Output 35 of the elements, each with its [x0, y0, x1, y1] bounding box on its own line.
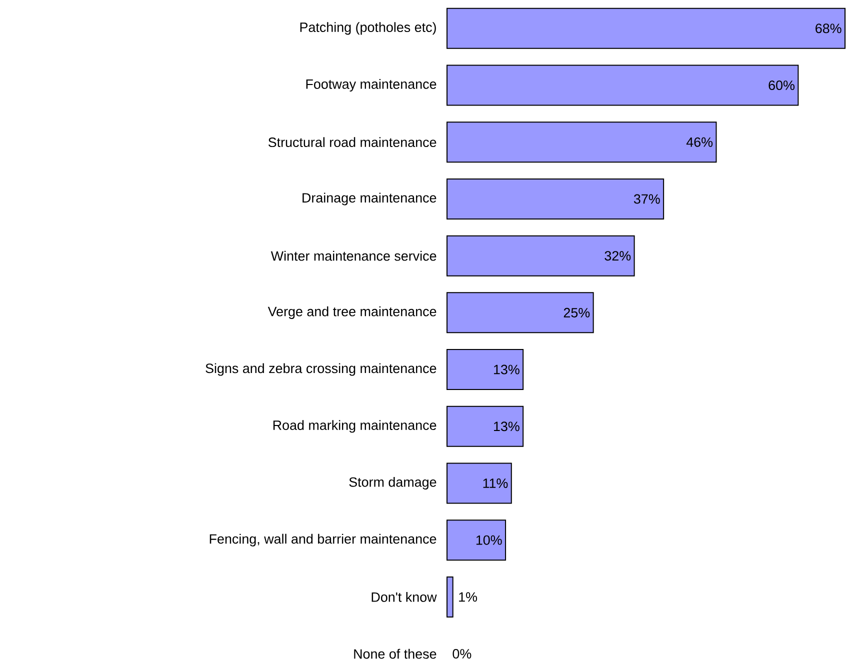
data-label: 13%	[494, 422, 520, 432]
data-label: 10%	[476, 535, 502, 545]
data-label: 37%	[634, 194, 660, 204]
bar	[446, 64, 799, 106]
bar	[446, 406, 524, 447]
y-tick-label: Winter maintenance service	[270, 250, 436, 261]
bar	[446, 462, 512, 504]
y-tick-label: Patching (potholes etc)	[300, 22, 436, 35]
y-tick-label: Road marking maintenance	[273, 420, 436, 433]
bar	[446, 235, 635, 276]
data-label: 11%	[483, 478, 508, 488]
data-label: 1%	[459, 592, 478, 602]
y-tick-label: Storm damage	[349, 476, 436, 490]
bar	[446, 122, 717, 163]
bar	[446, 520, 506, 561]
data-label: 46%	[686, 137, 713, 147]
bar	[446, 292, 594, 334]
y-tick-label: Footway maintenance	[306, 79, 436, 92]
bar	[446, 576, 454, 618]
data-label: 13%	[494, 364, 520, 374]
y-tick-label: Structural road maintenance	[268, 137, 436, 148]
bar	[446, 8, 846, 49]
data-label: 32%	[604, 251, 631, 261]
data-label: 60%	[768, 80, 794, 90]
bar	[446, 178, 664, 220]
data-label: 68%	[816, 24, 842, 34]
y-tick-label: None of these	[354, 648, 436, 659]
data-label: 25%	[564, 308, 590, 318]
y-tick-label: Don't know	[372, 592, 437, 602]
y-tick-label: Fencing, wall and barrier maintenance	[210, 534, 436, 546]
data-label: 0%	[452, 649, 472, 659]
y-tick-label: Signs and zebra crossing maintenance	[206, 363, 436, 376]
y-tick-label: Verge and tree maintenance	[268, 306, 436, 319]
y-tick-label: Drainage maintenance	[302, 192, 436, 206]
bar	[446, 349, 524, 390]
